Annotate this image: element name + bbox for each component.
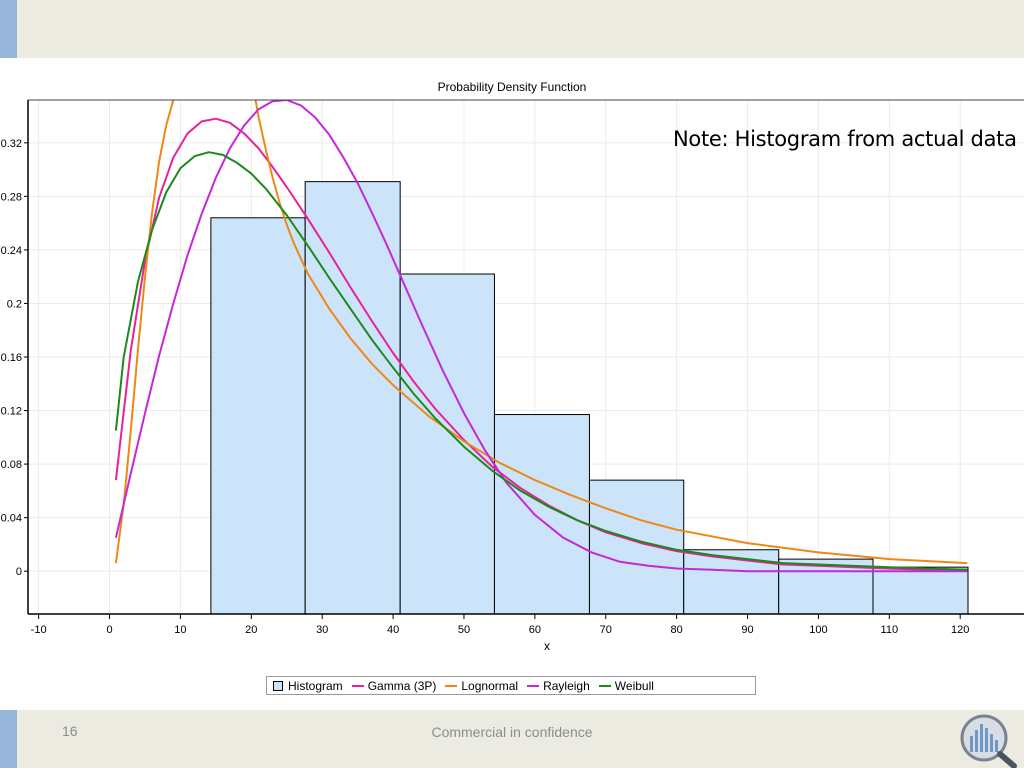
y-tick-label: 0.16 — [1, 352, 22, 364]
series-line — [114, 151, 968, 571]
footer-confidentiality: Commercial in confidence — [431, 724, 593, 740]
note-text: Note: Histogram from actual data — [673, 127, 1017, 151]
series-line — [114, 117, 968, 571]
header-accent-bar — [0, 0, 17, 58]
legend-swatch — [527, 684, 540, 687]
legend-label: Rayleigh — [543, 678, 590, 693]
legend-label: Lognormal — [461, 678, 519, 693]
y-tick-label: 0.28 — [1, 191, 22, 203]
pdf-chart: 0 0.04 0.08 0.12 0.16 0.2 0.24 0.28 0.32 -10 0 10 20… — [1, 80, 1024, 653]
page-number: 16 — [62, 723, 78, 739]
x-tick-label: 10 — [174, 624, 186, 636]
legend-swatch — [598, 684, 611, 687]
chart-legend: Histogram Gamma (3P) Lognormal Rayleigh Weib… — [266, 676, 756, 695]
legend-item-histogram: Histogram — [273, 679, 343, 693]
footer-accent-bar — [0, 710, 17, 768]
legend-swatch — [351, 684, 364, 687]
histogram-bar — [399, 273, 495, 615]
x-tick-label: 100 — [809, 624, 827, 636]
x-tick-label: 40 — [387, 624, 399, 636]
magnifier-logo-icon — [960, 714, 1017, 768]
y-tick-label: 0 — [16, 566, 22, 578]
legend-swatch — [273, 680, 283, 691]
y-tick-label: 0.2 — [7, 298, 22, 310]
y-tick-label: 0.12 — [1, 406, 22, 418]
y-tick-label: 0.04 — [1, 513, 22, 525]
legend-label: Histogram — [288, 678, 343, 693]
y-tick-label: 0.24 — [1, 245, 22, 257]
histogram-bar — [872, 566, 969, 615]
y-tick-label: 0.08 — [1, 459, 22, 471]
x-tick-label: 120 — [951, 624, 969, 636]
legend-label: Gamma (3P) — [367, 678, 437, 693]
x-tick-label: 70 — [600, 624, 612, 636]
x-axis-label: x — [544, 639, 550, 653]
x-tick-label: 30 — [316, 624, 328, 636]
x-tick-label: -10 — [31, 624, 47, 636]
histogram-bar — [210, 217, 306, 615]
chart-title: Probability Density Function — [438, 80, 587, 94]
legend-label: Weibull — [614, 678, 654, 693]
y-tick-label: 0.32 — [1, 138, 22, 150]
legend-item-series: Gamma (3P) — [351, 678, 437, 693]
series-line — [114, 100, 968, 565]
x-tick-label: 110 — [881, 624, 899, 636]
x-tick-label: 90 — [741, 624, 753, 636]
x-tick-label: 50 — [458, 624, 470, 636]
x-tick-label: 0 — [106, 624, 112, 636]
header-band — [0, 0, 1024, 58]
legend-item-series: Rayleigh — [527, 679, 590, 693]
x-tick-label: 20 — [245, 624, 257, 636]
histogram-bar — [304, 181, 401, 615]
legend-item-series: Lognormal — [445, 679, 518, 693]
histogram-bar — [493, 414, 590, 615]
series-line — [114, 100, 968, 573]
legend-item-series: Weibull — [598, 678, 654, 693]
histogram-bar — [588, 479, 685, 615]
legend-swatch — [445, 684, 458, 687]
x-tick-label: 80 — [671, 624, 683, 636]
footer-band — [0, 710, 1024, 768]
x-tick-label: 60 — [529, 624, 541, 636]
